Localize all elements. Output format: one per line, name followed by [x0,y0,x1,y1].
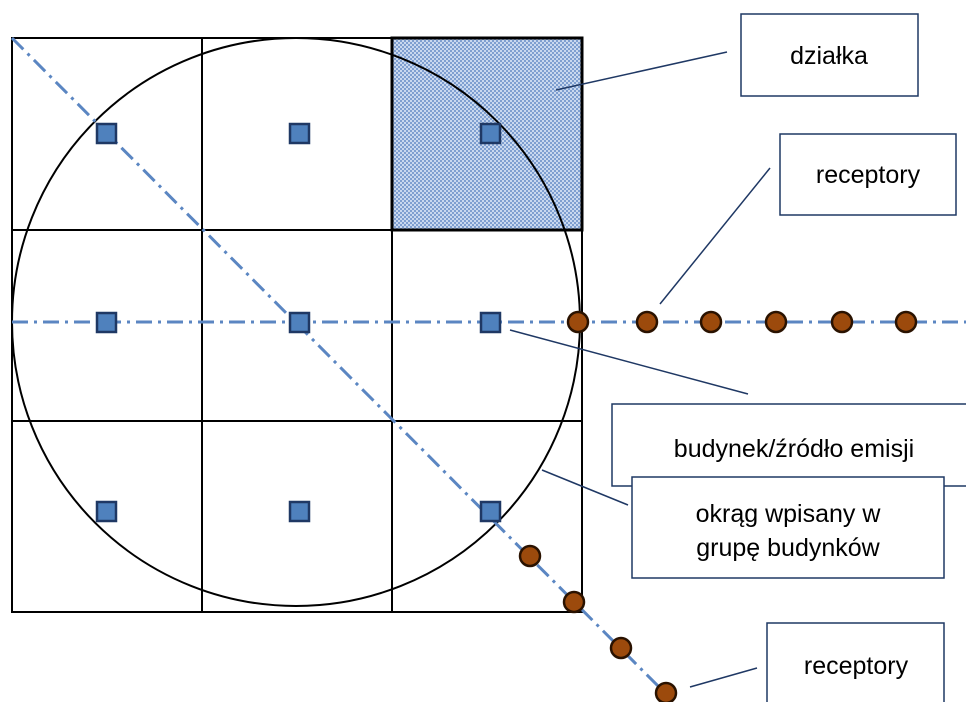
leader-receptors-bottom [689,667,758,688]
callout-receptors-top-label: receptory [816,161,921,189]
receptors-diagonal [518,544,678,702]
building-marker [95,122,118,145]
building-marker [288,122,311,145]
building-marker [95,311,118,334]
building-marker [288,311,311,334]
leader-receptors-top [659,167,771,305]
callout-circle-label-line1: okrąg wpisany w [696,500,882,528]
receptor-dot [562,590,586,614]
callout-receptors-bottom-box [766,622,945,702]
callout-building-label: budynek/źródło emisji [674,435,914,463]
leader-circle [541,469,629,506]
leader-building [509,329,749,395]
receptor-dot [830,310,854,334]
receptor-dot [699,310,723,334]
callout-receptors-bottom-label: receptory [804,652,909,680]
receptors-horizontal [566,310,918,334]
receptor-dot [635,310,659,334]
callout-circle-box [631,476,945,579]
callout-plot-label: działka [790,42,868,70]
building-marker [479,311,502,334]
building-marker [288,500,311,523]
callout-receptors-top-box [779,133,957,216]
receptor-dot [894,310,918,334]
building-marker [479,500,502,523]
callout-circle-label-line2: grupę budynków [696,534,880,562]
leader-plot [555,51,728,91]
leader-lines [509,51,771,688]
receptor-dot [654,681,678,702]
building-marker [95,500,118,523]
receptor-dot [764,310,788,334]
receptor-dot [566,310,590,334]
callout-plot-box [740,13,919,97]
building-marker [479,122,502,145]
receptor-dot [518,544,542,568]
receptor-dot [609,636,633,660]
buildings [95,122,502,523]
